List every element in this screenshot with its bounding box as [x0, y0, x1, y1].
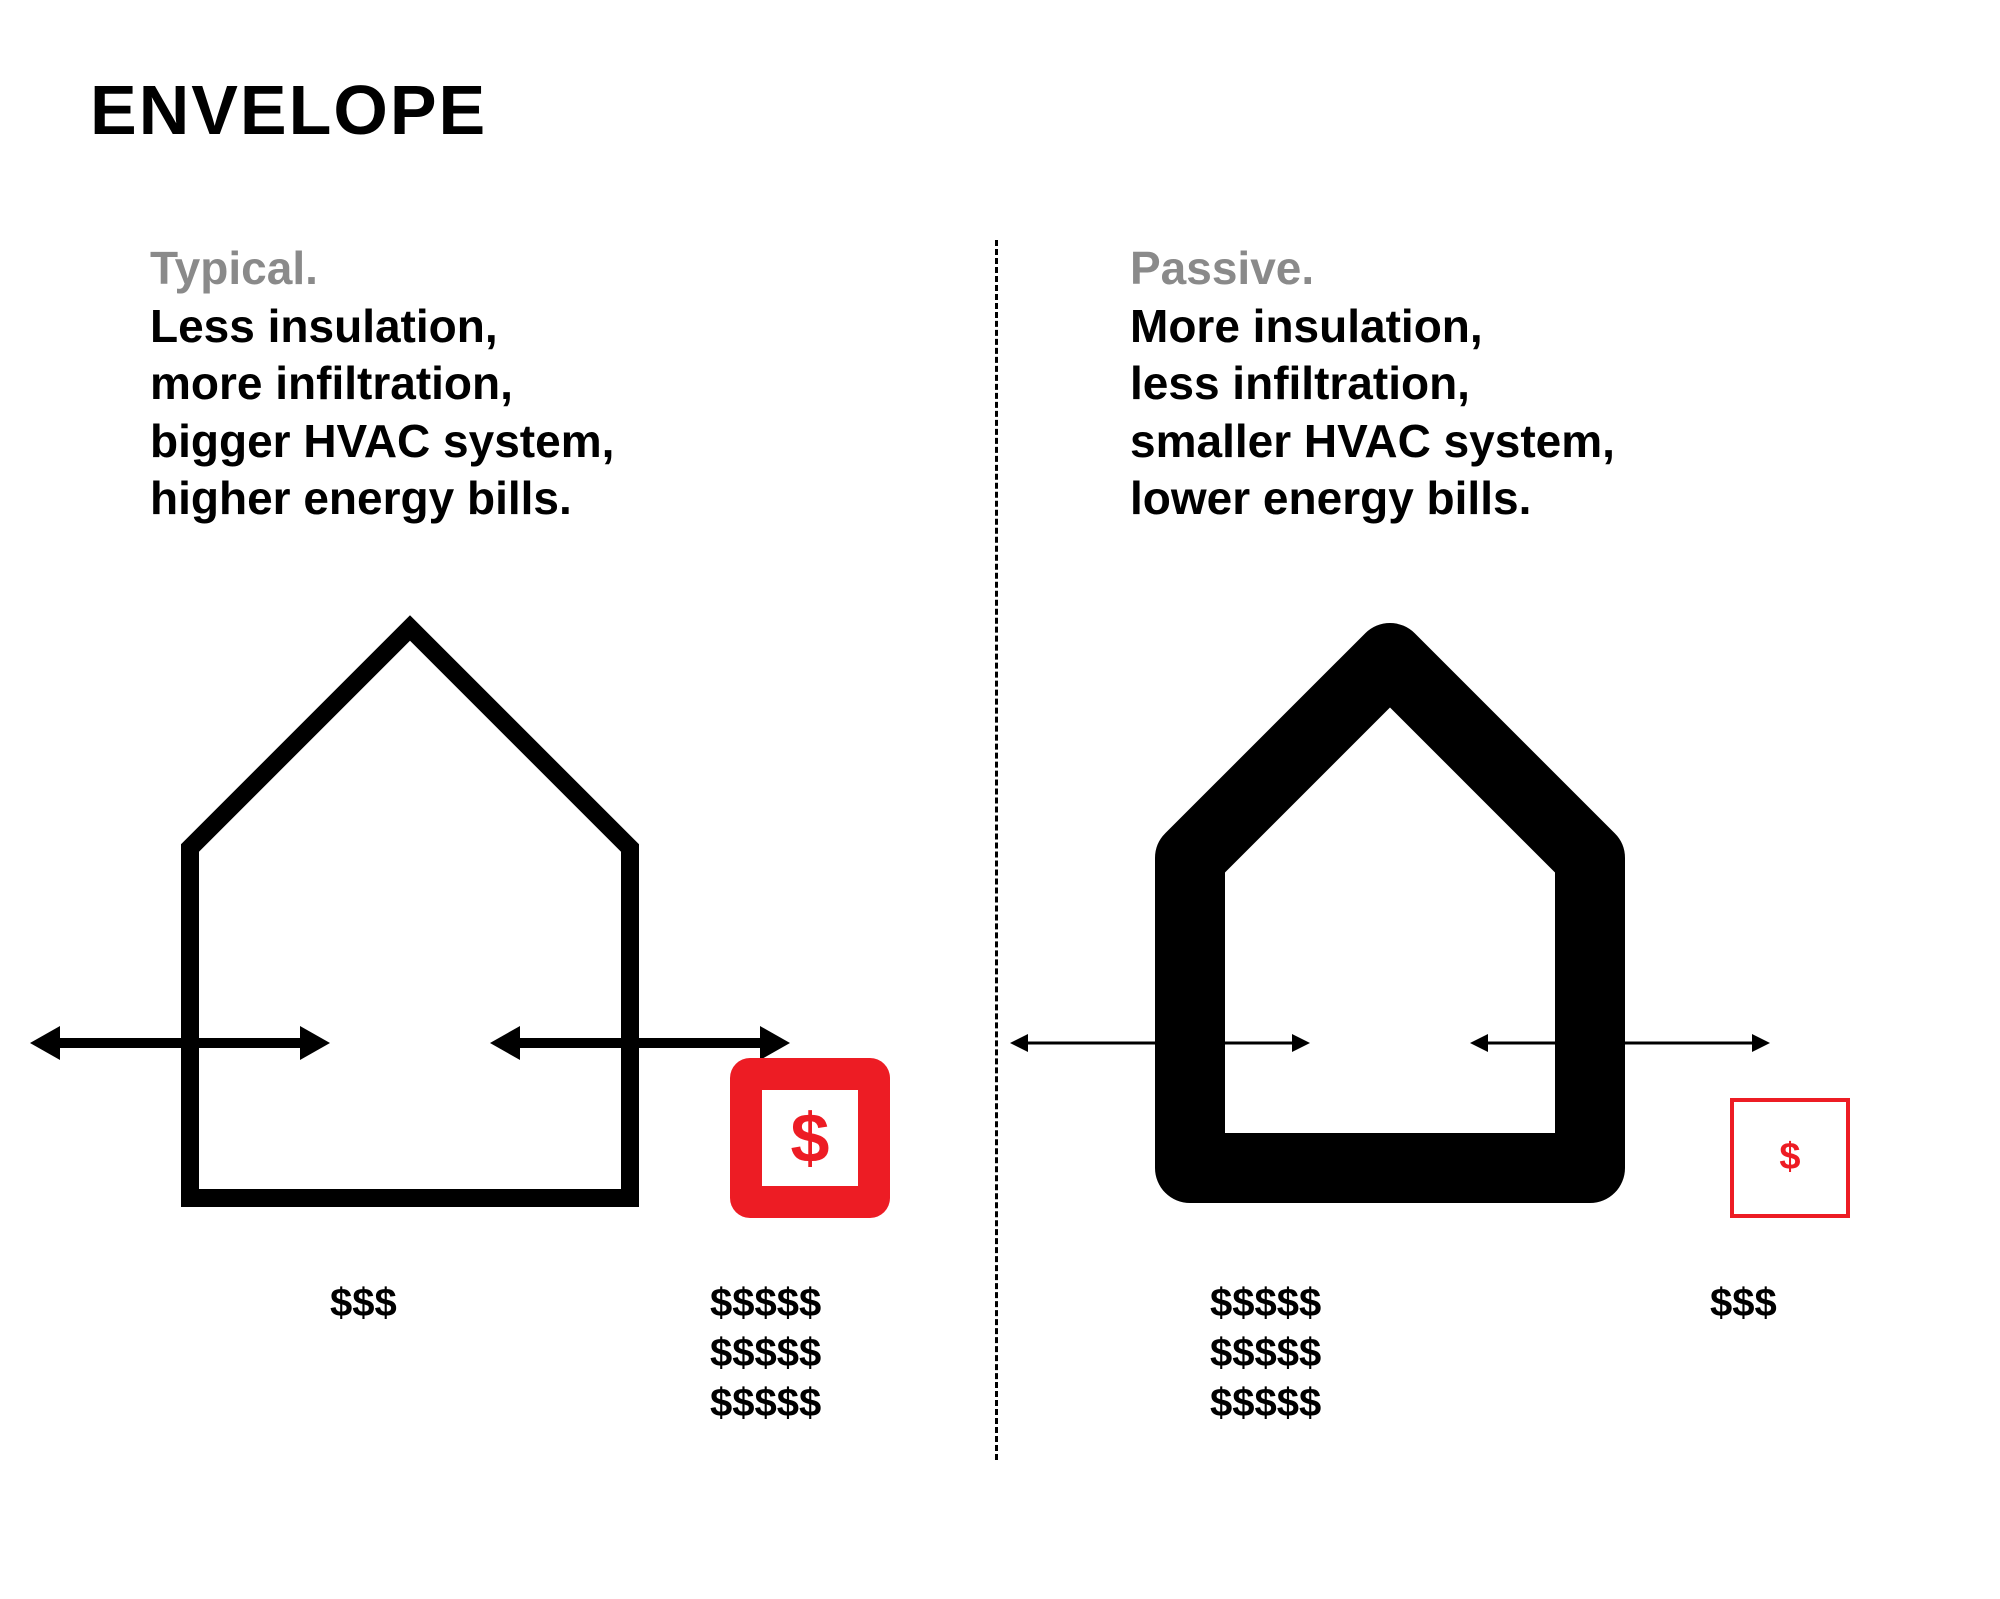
- page-title: ENVELOPE: [90, 70, 487, 150]
- body-typical-1: Less insulation,: [150, 298, 990, 356]
- costs-passive: $$$$$ $$$$$ $$$$$ $$$: [1070, 1278, 1970, 1478]
- page: ENVELOPE Typical. Less insulation, more …: [0, 0, 2000, 1599]
- body-passive-2: less infiltration,: [1130, 355, 1970, 413]
- body-typical-4: higher energy bills.: [150, 470, 990, 528]
- house-icon-thin: [150, 598, 670, 1218]
- body-passive-1: More insulation,: [1130, 298, 1970, 356]
- hvac-small-icon: $: [1730, 1098, 1850, 1218]
- hvac-small-symbol: $: [1779, 1136, 1800, 1179]
- body-typical-2: more infiltration,: [150, 355, 990, 413]
- arrow-left-thin: [1010, 1018, 1310, 1068]
- heading-passive: Passive. More insulation, less infiltrat…: [1070, 240, 1970, 528]
- cost-hvac-typical-1: $$$$$: [710, 1278, 821, 1328]
- house-icon-thick: [1130, 598, 1650, 1218]
- cost-house-typical: $$$: [330, 1278, 397, 1328]
- hvac-big-symbol: $: [762, 1090, 858, 1186]
- arrow-left-thick: [30, 1018, 330, 1068]
- body-passive-4: lower energy bills.: [1130, 470, 1970, 528]
- cost-hvac-passive: $$$: [1710, 1278, 1777, 1328]
- cost-hvac-typical: $$$$$ $$$$$ $$$$$: [710, 1278, 821, 1428]
- heading-typical: Typical. Less insulation, more infiltrat…: [90, 240, 990, 528]
- body-typical-3: bigger HVAC system,: [150, 413, 990, 471]
- panel-passive: Passive. More insulation, less infiltrat…: [1070, 240, 1970, 1478]
- center-divider: [995, 240, 998, 1460]
- cost-house-passive-1: $$$$$: [1210, 1278, 1321, 1328]
- cost-house-passive: $$$$$ $$$$$ $$$$$: [1210, 1278, 1321, 1428]
- diagram-typical: $: [90, 598, 990, 1218]
- arrow-right-thin: [1470, 1018, 1770, 1068]
- diagram-passive: $: [1070, 598, 1970, 1218]
- label-passive: Passive.: [1130, 240, 1970, 298]
- cost-hvac-typical-3: $$$$$: [710, 1378, 821, 1428]
- panel-typical: Typical. Less insulation, more infiltrat…: [90, 240, 990, 1478]
- hvac-big-icon: $: [730, 1058, 890, 1218]
- costs-typical: $$$ $$$$$ $$$$$ $$$$$: [90, 1278, 990, 1478]
- cost-house-passive-3: $$$$$: [1210, 1378, 1321, 1428]
- cost-house-passive-2: $$$$$: [1210, 1328, 1321, 1378]
- body-passive-3: smaller HVAC system,: [1130, 413, 1970, 471]
- label-typical: Typical.: [150, 240, 990, 298]
- cost-hvac-typical-2: $$$$$: [710, 1328, 821, 1378]
